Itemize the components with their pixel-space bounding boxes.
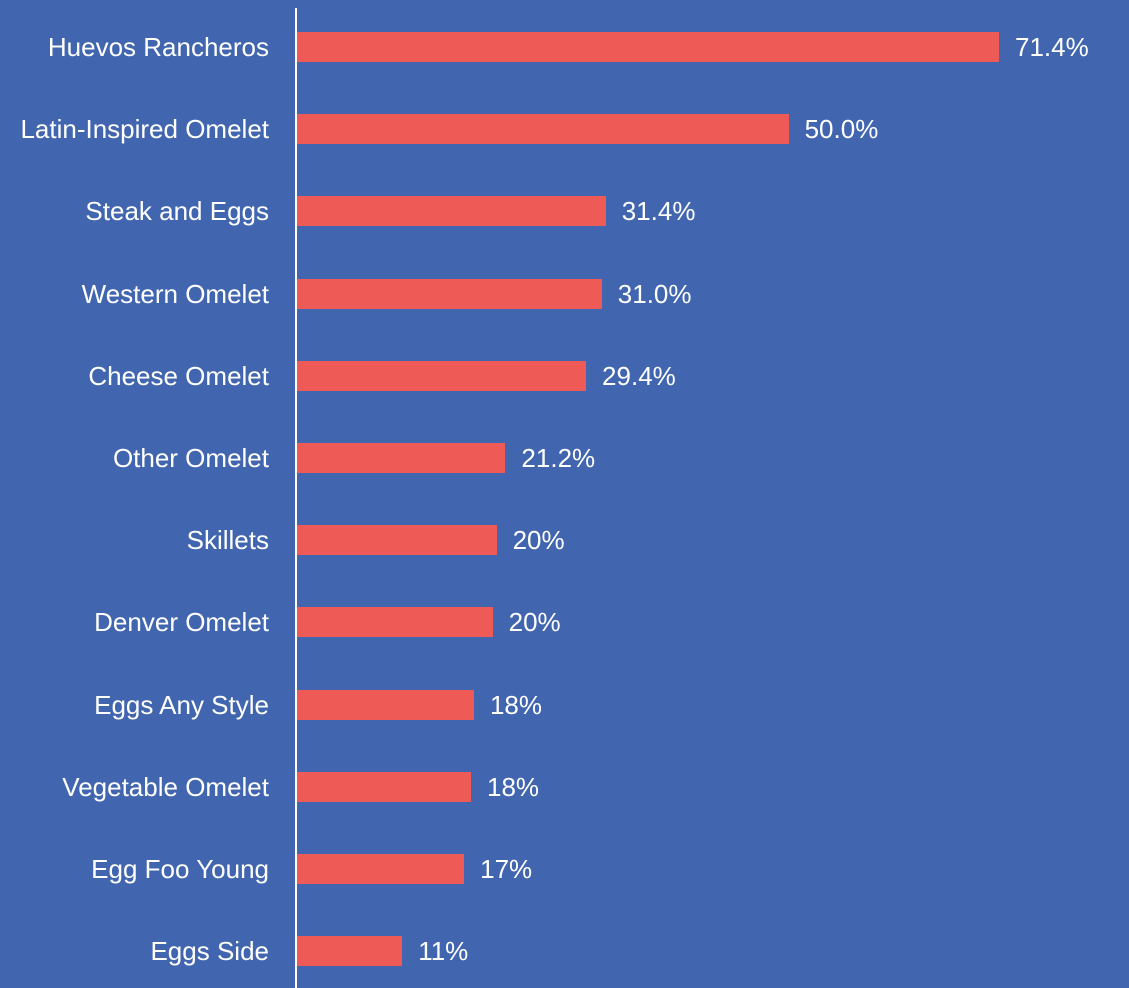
bar bbox=[297, 607, 493, 638]
value-label: 20% bbox=[512, 525, 565, 556]
category-label: Latin-Inspired Omelet bbox=[20, 114, 269, 145]
value-label: 11% bbox=[418, 936, 469, 967]
bar bbox=[297, 278, 602, 309]
bar bbox=[297, 854, 465, 884]
value-label: 50.0% bbox=[804, 114, 879, 145]
value-label: 17% bbox=[480, 854, 533, 884]
category-label: Eggs Side bbox=[150, 936, 269, 967]
value-label: 18% bbox=[487, 771, 540, 802]
bar bbox=[297, 32, 999, 62]
bar bbox=[297, 360, 587, 391]
bar bbox=[297, 443, 506, 473]
category-label: Eggs Any Style bbox=[94, 689, 269, 720]
category-label: Western Omelet bbox=[81, 278, 269, 309]
bar bbox=[297, 525, 497, 556]
value-label: 21.2% bbox=[521, 443, 596, 473]
bar bbox=[297, 689, 474, 720]
value-label: 18% bbox=[489, 689, 543, 720]
bar bbox=[297, 771, 472, 802]
value-label: 31.0% bbox=[617, 278, 692, 309]
category-label: Denver Omelet bbox=[94, 607, 269, 638]
category-label: Egg Foo Young bbox=[91, 854, 269, 884]
category-label: Vegetable Omelet bbox=[62, 771, 269, 802]
value-label: 31.4% bbox=[621, 196, 696, 227]
category-label: Other Omelet bbox=[112, 443, 269, 473]
value-label: 29.4% bbox=[602, 360, 676, 391]
category-label: Skillets bbox=[186, 525, 269, 556]
category-label: Cheese Omelet bbox=[88, 360, 269, 391]
value-label: 71.4% bbox=[1015, 32, 1089, 62]
bar bbox=[297, 936, 403, 967]
bar bbox=[297, 196, 606, 227]
bar bbox=[297, 114, 789, 145]
category-label: Steak and Eggs bbox=[85, 196, 269, 227]
value-label: 20% bbox=[508, 607, 561, 638]
category-label: Huevos Rancheros bbox=[47, 32, 269, 62]
y-axis-line bbox=[295, 8, 297, 988]
